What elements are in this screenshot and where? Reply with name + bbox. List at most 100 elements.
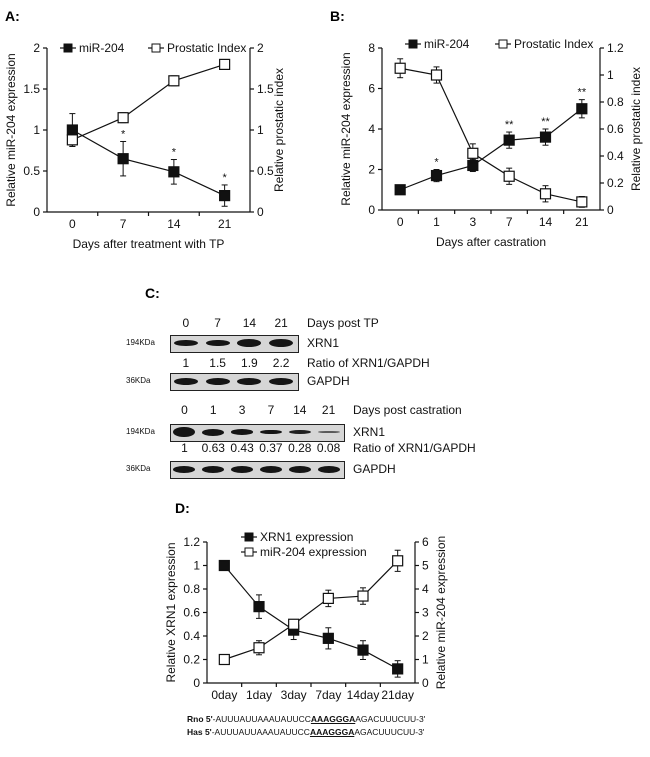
data-point xyxy=(392,555,404,567)
data-point xyxy=(430,69,443,81)
gapdh-label: GAPDH xyxy=(353,462,396,476)
ratio-value: 1.9 xyxy=(241,356,258,370)
sequence-rno: Rno 5'-AUUUAUUAAAUAUUCCAAAGGGAAGACUUUCUU… xyxy=(187,714,425,724)
significance-mark: * xyxy=(434,157,439,169)
y-tick-label: 0.8 xyxy=(183,582,200,596)
y-tick-label: 6 xyxy=(368,82,375,96)
protein-band xyxy=(173,465,196,473)
significance-mark: * xyxy=(222,172,227,184)
x-tick-label: 0 xyxy=(69,217,76,231)
data-point xyxy=(394,62,406,74)
protein-band xyxy=(259,465,282,473)
data-point xyxy=(357,644,369,656)
x-tick-label: 3day xyxy=(281,688,307,702)
y2-tick-label: 1 xyxy=(257,123,264,137)
panel-label-c: C: xyxy=(145,285,160,301)
lane-day-label: 3 xyxy=(238,403,246,417)
y-tick-label: 1 xyxy=(33,123,40,137)
significance-mark: * xyxy=(172,147,177,159)
legend-label: XRN1 expression xyxy=(260,530,353,544)
data-point xyxy=(467,147,479,159)
y2-tick-label: 4 xyxy=(422,582,429,596)
x-tick-label: 7day xyxy=(315,688,341,702)
y2-axis-label: Relative miR-204 expression xyxy=(434,536,448,689)
ratio-label: Ratio of XRN1/GAPDH xyxy=(307,356,430,370)
data-point xyxy=(288,618,300,630)
x-axis-label: Days after treatment with TP xyxy=(73,237,225,251)
lane-day-label: 0 xyxy=(181,403,188,417)
kda-marker: 194KDa xyxy=(126,427,155,436)
significance-mark: * xyxy=(121,128,126,140)
y-tick-label: 0 xyxy=(193,676,200,690)
y2-tick-label: 6 xyxy=(422,535,429,549)
lane-day-label: 7 xyxy=(267,403,275,417)
y2-tick-label: 1.5 xyxy=(257,82,274,96)
data-point xyxy=(539,131,552,143)
species: Has 5' xyxy=(187,727,212,737)
days-label: Days post castration xyxy=(353,403,462,417)
protein-band xyxy=(317,465,340,473)
lane-day-label: 0 xyxy=(182,316,190,330)
y-tick-label: 2 xyxy=(33,41,40,55)
y2-tick-label: 0.6 xyxy=(607,122,624,136)
y2-tick-label: 3 xyxy=(422,606,429,620)
panel-label-d: D: xyxy=(175,500,190,516)
y2-tick-label: 0 xyxy=(257,205,264,219)
protein-band xyxy=(173,377,198,385)
series-line-0 xyxy=(223,565,398,670)
y2-tick-label: 1 xyxy=(422,653,429,667)
kda-marker: 194KDa xyxy=(126,338,155,347)
data-point xyxy=(322,632,334,644)
y-tick-label: 0.6 xyxy=(183,606,200,620)
data-point xyxy=(117,153,129,165)
y2-tick-label: 0.4 xyxy=(607,149,624,163)
legend-marker xyxy=(151,43,161,53)
xrn1-blot xyxy=(170,424,345,442)
x-tick-label: 0 xyxy=(397,215,404,229)
protein-band xyxy=(205,339,230,347)
data-point xyxy=(117,112,129,124)
chart-b: 0 2 4 6 8 0 0.2 0.4 0.6 0.8 1 1.2 0 1 3 7 14 21 Days after… xyxy=(339,37,643,249)
ratio-value: 0.28 xyxy=(288,441,312,455)
legend-marker xyxy=(408,39,418,49)
y-tick-label: 1.5 xyxy=(23,82,40,96)
chart-d: 0 0.2 0.4 0.6 0.8 1 1.2 0 1 2 3 4 5 6 0day 1day 3day 7day… xyxy=(164,530,448,702)
data-point xyxy=(576,196,588,208)
data-point xyxy=(503,134,515,146)
protein-band xyxy=(205,377,230,385)
data-point xyxy=(66,134,78,146)
ratio-value: 0.43 xyxy=(230,441,254,455)
y-axis-label: Relative XRN1 expression xyxy=(164,542,178,682)
x-tick-label: 14day xyxy=(347,688,380,702)
x-tick-label: 7 xyxy=(506,215,513,229)
protein-band xyxy=(269,338,294,348)
x-tick-label: 1day xyxy=(246,688,272,702)
protein-band xyxy=(317,430,340,434)
seed-region: AAAGGGA xyxy=(309,727,355,737)
series-line-0 xyxy=(399,108,583,191)
y-tick-label: 4 xyxy=(368,122,375,136)
y2-tick-label: 0.8 xyxy=(607,95,624,109)
data-point xyxy=(253,601,265,613)
legend-label: miR-204 xyxy=(424,37,470,51)
lane-day-label: 14 xyxy=(293,403,307,417)
legend-label: Prostatic Index xyxy=(167,41,246,55)
protein-band xyxy=(202,428,225,436)
lane-day-label: 21 xyxy=(321,403,336,417)
protein-band xyxy=(173,339,198,347)
ratio-label: Ratio of XRN1/GAPDH xyxy=(353,441,476,455)
significance-mark: ** xyxy=(505,119,514,131)
gapdh-blot xyxy=(170,373,299,391)
data-point xyxy=(218,653,230,666)
days-label: Days post TP xyxy=(307,316,379,330)
protein-band xyxy=(202,465,225,473)
x-tick-label: 1 xyxy=(433,215,440,229)
data-point xyxy=(576,103,588,115)
species: Rno 5' xyxy=(187,714,213,724)
ratio-value: 1 xyxy=(181,441,188,455)
protein-band xyxy=(259,429,282,435)
seq-pre: -AUUUAUUAAAUAUUCC xyxy=(212,714,311,724)
legend-marker xyxy=(244,547,254,557)
ratio-value: 1.5 xyxy=(209,356,226,370)
